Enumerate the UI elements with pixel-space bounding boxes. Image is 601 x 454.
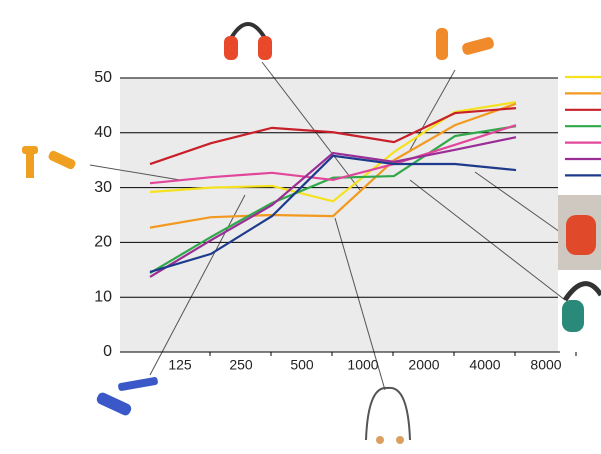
series-line	[149, 107, 517, 166]
x-tick-label: 500	[290, 357, 314, 373]
series-line	[149, 124, 517, 185]
icon-foam-plugs	[436, 28, 494, 60]
y-tick-label: 0	[103, 343, 112, 360]
x-tick-label: 250	[229, 357, 253, 373]
x-tick-label: 1000	[347, 357, 378, 373]
callout-line	[89, 164, 181, 181]
callout-line	[261, 61, 361, 191]
x-tick-label: 4000	[469, 357, 500, 373]
icon-earmuff-green	[562, 281, 601, 332]
y-tick-label: 20	[94, 234, 112, 251]
callout-line	[409, 179, 566, 301]
y-tick-label: 40	[94, 124, 112, 141]
callout-line	[474, 171, 561, 233]
icon-flanged-plugs-orange	[22, 146, 76, 178]
series-line	[149, 102, 517, 229]
icon-flanged-plugs-blue	[96, 377, 158, 416]
callouts	[89, 61, 566, 391]
callout-line	[149, 194, 246, 376]
y-tick-label: 50	[94, 69, 112, 86]
series-line	[149, 154, 517, 274]
icon-earmuff-photo	[558, 195, 601, 270]
callout-line	[334, 217, 386, 391]
x-tick-label: 125	[168, 357, 192, 373]
x-tick-label: 8000	[530, 357, 561, 373]
plot-area	[120, 78, 558, 352]
y-tick-label: 10	[94, 288, 112, 305]
series-line	[149, 136, 517, 278]
x-tick-label: 2000	[408, 357, 439, 373]
y-tick-label: 30	[94, 179, 112, 196]
icon-headphones-top	[224, 22, 272, 60]
icon-band-earplugs	[365, 386, 411, 444]
series-line	[149, 125, 517, 275]
